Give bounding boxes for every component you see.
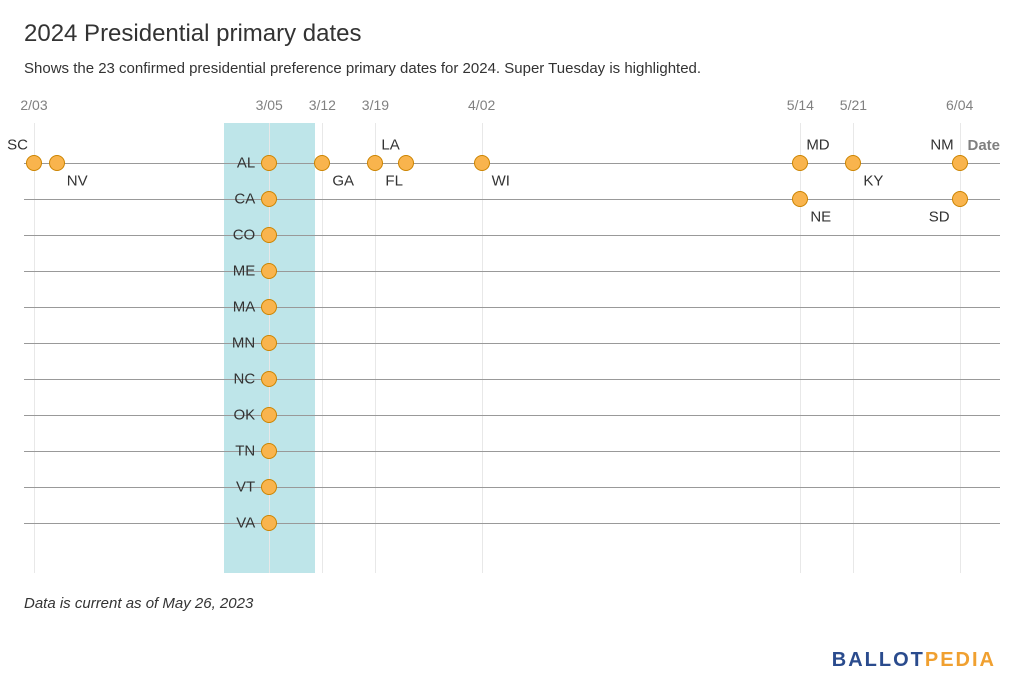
primary-point (952, 155, 968, 171)
primary-point (261, 479, 277, 495)
primary-point (261, 155, 277, 171)
primary-point (26, 155, 42, 171)
chart-title: 2024 Presidential primary dates (24, 20, 1000, 48)
row-line (24, 523, 1000, 524)
state-label: SC (7, 137, 28, 154)
x-tick-label: 3/19 (362, 97, 389, 113)
state-label: FL (385, 173, 403, 190)
state-label: MA (233, 299, 256, 316)
primary-point (261, 191, 277, 207)
primary-point (792, 191, 808, 207)
row-line (24, 199, 1000, 200)
row-line (24, 271, 1000, 272)
x-tick-label: 2/03 (20, 97, 47, 113)
state-label: TN (235, 443, 255, 460)
state-label: KY (863, 173, 883, 190)
primary-point (261, 515, 277, 531)
row-line (24, 451, 1000, 452)
primary-point (261, 371, 277, 387)
x-tick-label: 6/04 (946, 97, 973, 113)
gridline-vertical (853, 123, 854, 573)
state-label: CO (233, 227, 256, 244)
primary-point (261, 335, 277, 351)
primary-point (792, 155, 808, 171)
plot-region: Date SCNVALCACOMEMAMNNCOKTNVTVAGAFLLAWIM… (24, 123, 1000, 573)
primary-point (261, 227, 277, 243)
primary-point (261, 407, 277, 423)
primary-point (261, 263, 277, 279)
x-tick-label: 3/05 (256, 97, 283, 113)
gridline-vertical (322, 123, 323, 573)
primary-point (474, 155, 490, 171)
state-label: GA (332, 173, 354, 190)
gridline-vertical (482, 123, 483, 573)
logo-part-1: BALLOT (832, 649, 925, 671)
primary-point (314, 155, 330, 171)
logo-part-2: PEDIA (925, 649, 996, 671)
gridline-vertical (34, 123, 35, 573)
state-label: CA (234, 191, 255, 208)
chart-subtitle: Shows the 23 confirmed presidential pref… (24, 60, 1000, 77)
x-axis: 2/033/053/123/194/025/145/216/04 (24, 97, 1000, 117)
primary-point (367, 155, 383, 171)
row-line (24, 379, 1000, 380)
state-label: VT (236, 479, 255, 496)
gridline-vertical (375, 123, 376, 573)
x-tick-label: 4/02 (468, 97, 495, 113)
chart-footnote: Data is current as of May 26, 2023 (24, 595, 1000, 612)
state-label: SD (929, 209, 950, 226)
state-label: NE (810, 209, 831, 226)
state-label: NC (234, 371, 256, 388)
state-label: VA (236, 515, 255, 532)
primary-point (261, 299, 277, 315)
row-line (24, 307, 1000, 308)
primary-point (261, 443, 277, 459)
x-tick-label: 5/14 (787, 97, 814, 113)
x-tick-label: 3/12 (309, 97, 336, 113)
row-line (24, 343, 1000, 344)
state-label: NV (67, 173, 88, 190)
state-label: WI (492, 173, 510, 190)
primary-point (952, 191, 968, 207)
primary-point (398, 155, 414, 171)
state-label: NM (930, 137, 953, 154)
axis-label-date: Date (967, 137, 1000, 154)
row-line (24, 487, 1000, 488)
chart-area: 2/033/053/123/194/025/145/216/04 Date SC… (24, 97, 1000, 577)
ballotpedia-logo: BALLOTPEDIA (832, 649, 996, 672)
state-label: ME (233, 263, 256, 280)
state-label: LA (381, 137, 399, 154)
state-label: AL (237, 155, 255, 172)
row-line (24, 235, 1000, 236)
x-tick-label: 5/21 (840, 97, 867, 113)
state-label: OK (234, 407, 256, 424)
row-line (24, 415, 1000, 416)
state-label: MN (232, 335, 255, 352)
primary-point (845, 155, 861, 171)
state-label: MD (806, 137, 829, 154)
primary-point (49, 155, 65, 171)
